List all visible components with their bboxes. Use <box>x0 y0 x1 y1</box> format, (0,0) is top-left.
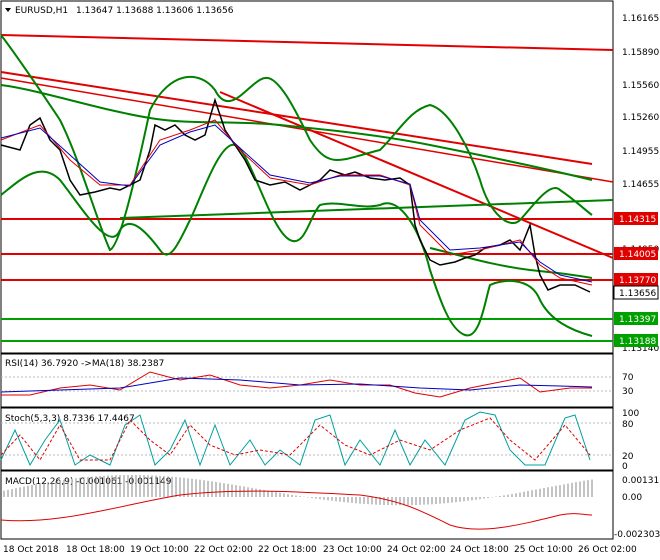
ma-line <box>429 247 593 279</box>
svg-text:24 Oct 02:00: 24 Oct 02:00 <box>387 545 446 555</box>
trendline-1[interactable] <box>0 34 614 51</box>
stoch-pane[interactable] <box>0 407 614 471</box>
rsi-pane[interactable] <box>0 353 614 408</box>
stoch-main-line <box>0 411 591 467</box>
price-tick: 1.15260 <box>622 113 659 123</box>
price-badge-6: 1.13188 <box>614 334 658 347</box>
symbol-label: EURUSD,H1 <box>15 6 68 16</box>
svg-text:23 Oct 10:00: 23 Oct 10:00 <box>323 545 382 555</box>
svg-text:22 Oct 02:00: 22 Oct 02:00 <box>194 545 253 555</box>
ohlc-readout: 1.13647 1.13688 1.13606 1.13656 <box>76 6 234 16</box>
svg-text:18 Oct 2018: 18 Oct 2018 <box>3 545 59 555</box>
svg-text:24 Oct 18:00: 24 Oct 18:00 <box>450 545 509 555</box>
stoch-signal-line <box>0 417 591 461</box>
price-tick: 1.14955 <box>622 147 659 157</box>
stoch-tick: 20 <box>622 452 634 462</box>
bollinger-long <box>119 199 614 219</box>
svg-text:1.13656: 1.13656 <box>619 289 656 299</box>
bollinger-upper <box>0 34 593 252</box>
trendline-2[interactable] <box>0 71 593 165</box>
price-axis: 1.16165 1.15890 1.15560 1.15260 1.14955 … <box>622 14 659 354</box>
price-tick: 1.14655 <box>622 180 659 190</box>
svg-text:22 Oct 18:00: 22 Oct 18:00 <box>258 545 317 555</box>
price-badge-3: 1.13770 <box>614 273 658 286</box>
ema-slow <box>0 124 593 283</box>
price-badge-5: 1.13397 <box>614 312 658 325</box>
bollinger-middle <box>0 84 593 181</box>
svg-text:25 Oct 10:00: 25 Oct 10:00 <box>514 545 573 555</box>
macd-tick: -0.002303 <box>614 530 660 540</box>
svg-text:1.13188: 1.13188 <box>619 337 656 347</box>
rsi-ma-line <box>0 377 593 393</box>
macd-pane[interactable] <box>0 470 614 540</box>
price-tick: 1.15560 <box>622 81 659 91</box>
stoch-label: Stoch(5,3,3) 8.7336 17.4467 <box>5 414 135 424</box>
rsi-tick: 30 <box>622 387 634 397</box>
rsi-line <box>1 371 592 398</box>
svg-text:18 Oct 18:00: 18 Oct 18:00 <box>66 545 125 555</box>
svg-text:26 Oct 02:00: 26 Oct 02:00 <box>578 545 637 555</box>
macd-histogram <box>3 474 593 506</box>
time-axis: 18 Oct 2018 18 Oct 18:00 19 Oct 10:00 22… <box>3 545 637 555</box>
macd-signal-line <box>0 490 593 530</box>
price-badge-1: 1.14315 <box>614 212 658 225</box>
ema-fast <box>0 119 593 286</box>
stoch-tick: 100 <box>622 409 639 419</box>
price-tick: 1.16165 <box>622 14 659 24</box>
svg-text:1.13770: 1.13770 <box>619 276 656 286</box>
macd-tick: 0.001313 <box>622 476 660 486</box>
bollinger-lower <box>0 143 593 337</box>
price-tick: 1.15890 <box>622 48 659 58</box>
stoch-tick: 80 <box>622 420 634 430</box>
trendline-4[interactable] <box>219 91 614 259</box>
trendline-3[interactable] <box>0 77 614 183</box>
price-badge-2: 1.14005 <box>614 247 658 260</box>
price-tick: 1.13140 <box>622 344 659 354</box>
dropdown-arrow-icon[interactable] <box>5 8 11 12</box>
stoch-tick: 0 <box>622 462 628 472</box>
price-pane[interactable] <box>0 0 614 354</box>
rsi-label: RSI(14) 36.7920 ->MA(18) 38.2387 <box>5 359 164 369</box>
svg-text:1.14005: 1.14005 <box>619 250 656 260</box>
rsi-tick: 70 <box>622 373 634 383</box>
svg-text:19 Oct 10:00: 19 Oct 10:00 <box>130 545 189 555</box>
macd-tick: 0.00 <box>622 493 642 503</box>
svg-text:1.13397: 1.13397 <box>619 315 656 325</box>
current-price-badge: 1.13656 <box>613 285 659 300</box>
svg-text:1.14315: 1.14315 <box>619 215 656 225</box>
